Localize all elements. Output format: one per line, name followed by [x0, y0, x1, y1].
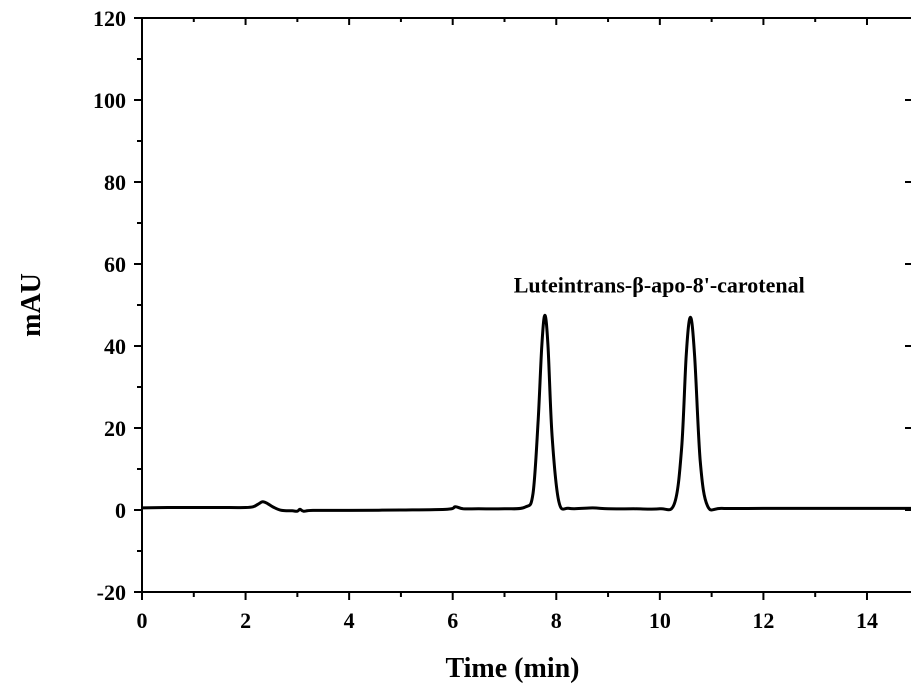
peak-annotations: Lutein trans-β-apo-8'-carotenal [514, 273, 805, 298]
x-tick-label: 4 [344, 608, 355, 633]
x-axis-title: Time (min) [445, 653, 579, 684]
y-axis-title: mAU [16, 273, 47, 337]
y-tick-label: 120 [93, 6, 126, 31]
y-tick-label: 0 [115, 498, 126, 523]
axis-ticks [134, 17, 911, 600]
y-tick-label: 20 [104, 416, 126, 441]
y-tick-label: -20 [97, 580, 126, 605]
y-tick-label: 60 [104, 252, 126, 277]
x-tick-label: 0 [137, 608, 148, 633]
x-tick-label: 12 [752, 608, 774, 633]
chromatogram-trace [141, 313, 911, 513]
peak-label: Lutein [514, 273, 576, 298]
x-tick-label: 14 [856, 608, 878, 633]
x-tick-label: 2 [240, 608, 251, 633]
x-tick-label: 10 [649, 608, 671, 633]
tick-labels: 0 2 4 6 8 10 12 14 -20 0 20 40 60 80 100 120 [93, 6, 878, 633]
peak-label: trans-β-apo-8'-carotenal [576, 273, 805, 298]
x-tick-label: 8 [551, 608, 562, 633]
x-tick-label: 6 [447, 608, 458, 633]
y-tick-label: 80 [104, 170, 126, 195]
y-tick-label: 40 [104, 334, 126, 359]
y-tick-label: 100 [93, 88, 126, 113]
